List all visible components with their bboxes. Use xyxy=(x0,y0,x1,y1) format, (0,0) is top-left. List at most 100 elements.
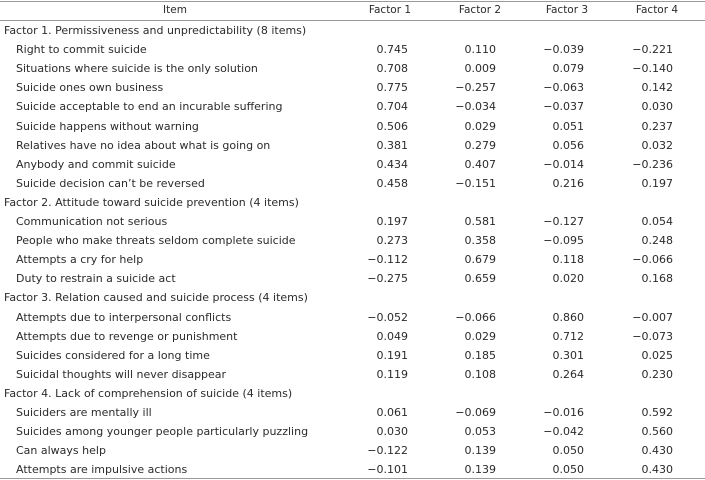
loading-value: 0.237 xyxy=(641,119,674,133)
loading-value: 0.051 xyxy=(552,119,585,133)
loading-value: 0.273 xyxy=(376,234,409,248)
loading-value: 0.009 xyxy=(464,62,497,76)
column-header: Factor 1 xyxy=(368,4,412,16)
loading-value: 0.216 xyxy=(552,176,585,190)
item-label: Communication not serious xyxy=(16,215,168,228)
loading-value: 0.592 xyxy=(641,406,674,419)
header-rule xyxy=(0,20,705,21)
group-title: Factor 3. Relation caused and suicide pr… xyxy=(4,291,308,305)
loading-value: 0.581 xyxy=(464,215,497,228)
loading-value: −0.221 xyxy=(632,43,673,57)
top-rule xyxy=(0,1,705,2)
loading-value: −0.016 xyxy=(543,406,584,419)
item-label: Attempts due to revenge or punishment xyxy=(16,329,238,343)
loading-value: −0.127 xyxy=(543,215,584,228)
loading-value: −0.066 xyxy=(632,253,673,267)
loading-value: 0.358 xyxy=(464,234,497,248)
loading-value: 0.708 xyxy=(376,62,409,76)
loading-value: −0.095 xyxy=(543,234,584,248)
loading-value: −0.037 xyxy=(543,100,584,114)
loading-value: −0.236 xyxy=(632,157,673,171)
loading-value: 0.191 xyxy=(376,348,409,362)
loading-value: 0.560 xyxy=(641,425,674,439)
loading-value: −0.069 xyxy=(455,406,496,419)
item-label: Duty to restrain a suicide act xyxy=(16,272,176,286)
column-header: Item xyxy=(163,4,187,16)
item-label: Suicidal thoughts will never disappear xyxy=(16,367,227,381)
item-label: Suicide ones own business xyxy=(16,81,164,95)
loading-value: −0.052 xyxy=(367,310,408,324)
loading-value: −0.275 xyxy=(367,272,408,286)
loading-value: −0.063 xyxy=(543,81,584,95)
item-label: Suicides among younger people particular… xyxy=(16,425,309,439)
item-label: Right to commit suicide xyxy=(16,43,147,57)
loading-value: −0.042 xyxy=(543,425,584,439)
loading-value: −0.014 xyxy=(543,157,584,171)
loading-value: 0.108 xyxy=(464,367,497,381)
loading-value: 0.029 xyxy=(464,329,497,343)
item-label: Attempts are impulsive actions xyxy=(16,463,188,477)
item-label: Suicide happens without warning xyxy=(16,119,199,133)
loading-value: 0.264 xyxy=(552,367,585,381)
item-label: Suiciders are mentally ill xyxy=(16,406,152,419)
loading-value: 0.430 xyxy=(641,463,674,477)
loading-value: 0.054 xyxy=(641,215,674,228)
loading-value: −0.257 xyxy=(455,81,496,95)
item-label: Anybody and commit suicide xyxy=(16,157,176,171)
loading-value: 0.032 xyxy=(641,138,674,152)
loading-value: 0.029 xyxy=(464,119,497,133)
loading-value: 0.745 xyxy=(376,43,409,57)
loading-value: 0.168 xyxy=(641,272,674,286)
loading-value: 0.197 xyxy=(641,176,674,190)
column-header: Factor 2 xyxy=(458,4,502,16)
loading-value: 0.049 xyxy=(376,329,409,343)
loading-value: 0.061 xyxy=(376,406,409,419)
loading-value: −0.007 xyxy=(632,310,673,324)
loading-value: 0.030 xyxy=(641,100,674,114)
loading-value: 0.301 xyxy=(552,348,585,362)
loading-value: −0.039 xyxy=(543,43,584,57)
loading-value: −0.073 xyxy=(632,329,673,343)
item-label: Suicides considered for a long time xyxy=(16,348,210,362)
bottom-rule xyxy=(0,478,705,479)
loading-value: 0.775 xyxy=(376,81,409,95)
group-title: Factor 1. Permissiveness and unpredictab… xyxy=(4,24,307,37)
loading-value: 0.430 xyxy=(641,444,674,458)
item-label: Situations where suicide is the only sol… xyxy=(16,62,258,76)
loading-value: −0.122 xyxy=(367,444,408,458)
loading-value: 0.118 xyxy=(552,253,585,267)
item-label: Attempts a cry for help xyxy=(16,253,144,267)
loading-value: 0.458 xyxy=(376,176,409,190)
loading-value: 0.142 xyxy=(641,81,674,95)
loading-value: 0.139 xyxy=(464,444,497,458)
loading-value: 0.279 xyxy=(464,138,497,152)
loading-value: −0.034 xyxy=(455,100,496,114)
loading-value: 0.712 xyxy=(552,329,585,343)
item-label: Suicide decision can’t be reversed xyxy=(16,176,205,190)
loading-value: 0.185 xyxy=(464,348,497,362)
item-label: Can always help xyxy=(16,444,106,458)
loading-value: 0.030 xyxy=(376,425,409,439)
loading-value: −0.101 xyxy=(367,463,408,477)
loading-value: 0.506 xyxy=(376,119,409,133)
loading-value: 0.025 xyxy=(641,348,674,362)
loading-value: 0.679 xyxy=(464,253,497,267)
column-header: Factor 3 xyxy=(545,4,589,16)
loading-value: 0.659 xyxy=(464,272,497,286)
loading-value: 0.248 xyxy=(641,234,674,248)
loading-value: 0.434 xyxy=(376,157,409,171)
loading-value: 0.704 xyxy=(376,100,409,114)
loading-value: 0.110 xyxy=(464,43,497,57)
loading-value: 0.050 xyxy=(552,444,585,458)
loading-value: 0.407 xyxy=(464,157,497,171)
loading-value: 0.139 xyxy=(464,463,497,477)
loading-value: 0.381 xyxy=(376,138,409,152)
column-header: Factor 4 xyxy=(635,4,679,16)
loading-value: −0.151 xyxy=(455,176,496,190)
loading-value: 0.020 xyxy=(552,272,585,286)
item-label: Suicide acceptable to end an incurable s… xyxy=(16,100,283,114)
group-title: Factor 2. Attitude toward suicide preven… xyxy=(4,195,299,209)
item-label: Relatives have no idea about what is goi… xyxy=(16,138,271,152)
loading-value: 0.056 xyxy=(552,138,585,152)
